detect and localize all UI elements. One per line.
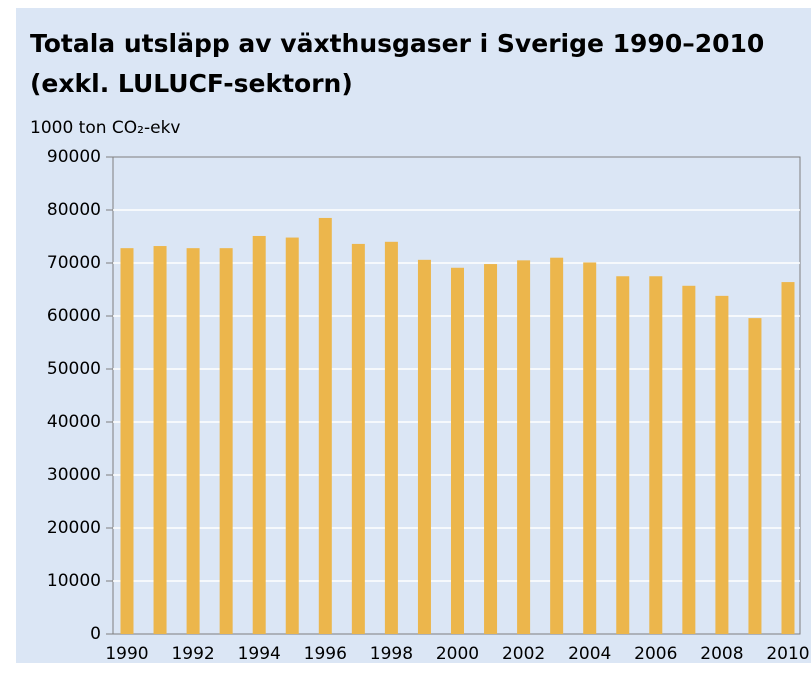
bar: [649, 276, 663, 634]
x-tick-label: 1996: [304, 644, 347, 664]
bar: [715, 295, 729, 634]
x-tick-label: 1990: [105, 644, 148, 664]
bar: [351, 243, 365, 635]
bar: [186, 248, 200, 634]
y-axis-unit: 1000 ton CO₂-ekv: [30, 118, 180, 138]
bar: [550, 257, 564, 634]
x-tick-label: 1992: [171, 644, 214, 664]
y-tick-label: 80000: [47, 200, 101, 220]
bar: [781, 282, 795, 634]
x-tick-label: 1994: [238, 644, 281, 664]
y-tick-label: 90000: [47, 147, 101, 167]
bar: [682, 285, 696, 634]
bar: [616, 276, 630, 634]
y-tick-label: 70000: [47, 253, 101, 273]
bar: [219, 248, 233, 634]
x-tick-label: 2002: [502, 644, 545, 664]
bar: [517, 260, 531, 634]
bar: [120, 248, 134, 634]
x-tick-label: 2010: [766, 644, 809, 664]
bar: [384, 241, 398, 635]
bar: [252, 235, 266, 634]
x-tick-label: 2004: [568, 644, 611, 664]
y-tick-label: 30000: [47, 465, 101, 485]
x-tick-label: 2006: [634, 644, 677, 664]
bar: [583, 262, 597, 634]
y-tick-label: 40000: [47, 412, 101, 432]
bar: [318, 217, 332, 634]
bar: [153, 246, 167, 635]
x-tick-label: 2000: [436, 644, 479, 664]
bar: [285, 237, 299, 634]
y-tick-label: 50000: [47, 359, 101, 379]
bar: [484, 264, 498, 634]
bar: [748, 318, 762, 634]
x-tick-label: 2008: [700, 644, 743, 664]
x-tick-label: 1998: [370, 644, 413, 664]
bar: [451, 267, 464, 634]
y-tick-label: 60000: [47, 306, 101, 326]
y-tick-label: 20000: [47, 518, 101, 538]
chart-title: (exkl. LULUCF-sektorn): [30, 69, 353, 98]
y-tick-label: 10000: [47, 571, 101, 591]
y-tick-label: 0: [90, 624, 101, 644]
bar: [417, 259, 431, 634]
chart-title: Totala utsläpp av växthusgaser i Sverige…: [30, 29, 764, 58]
